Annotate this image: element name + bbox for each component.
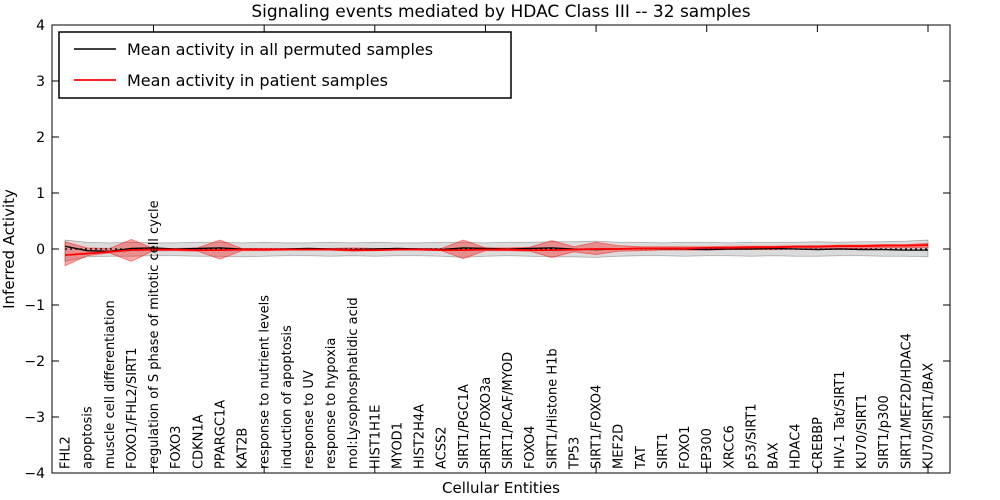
y-tick-label: −3 [24,410,45,426]
x-category-label: p53/SIRT1 [744,403,759,469]
x-category-label: FHL2 [59,436,74,469]
x-category-label: CREBBP [811,417,826,469]
x-category-label: response to hypoxia [324,338,339,469]
x-category-label: HDAC4 [789,423,804,469]
x-category-label: induction of apoptosis [280,325,295,469]
x-category-label: KU70/SIRT1 [855,394,870,469]
x-category-label: SIRT1 [656,433,671,469]
x-category-label: apoptosis [81,406,96,469]
x-axis-label: Cellular Entities [442,479,560,497]
x-category-label: HIST2H4A [413,404,428,469]
x-category-label: TAT [634,446,649,470]
x-category-label: HIST1H1E [368,405,383,469]
x-category-label: SIRT1/Histone H1b [545,348,560,469]
x-category-label: FOXO4 [523,426,538,469]
x-category-label: FOXO1 [678,426,693,469]
patient-mean-line [64,244,929,257]
y-tick-label: −4 [24,466,45,482]
x-category-label: response to nutrient levels [258,295,273,469]
y-tick-label: 1 [36,186,45,202]
x-category-label: XRCC6 [722,425,737,469]
y-tick-label: −1 [24,298,45,314]
x-category-label: SIRT1/p300 [877,395,892,469]
x-category-label: FOXO1/FHL2/SIRT1 [125,348,140,469]
chart-title: Signaling events mediated by HDAC Class … [251,2,750,22]
y-tick-label: 0 [36,242,45,258]
x-category-label: SIRT1/MEF2D/HDAC4 [899,333,914,469]
y-tick-label: 2 [36,130,45,146]
x-category-label: muscle cell differentiation [103,300,118,469]
x-category-label: FOXO3 [169,426,184,469]
x-category-label: ACSS2 [435,426,450,469]
x-category-label: CDKN1A [191,414,206,469]
x-category-label: KU70/SIRT1/BAX [922,363,937,469]
x-category-label: SIRT1/PGC1A [457,384,472,469]
x-category-label: PPARGC1A [213,400,228,469]
y-tick-label: −2 [24,354,45,370]
x-category-label: MEF2D [612,424,627,469]
x-category-label: MYOD1 [390,422,405,469]
x-category-label: BAX [767,442,782,469]
y-tick-label: 4 [36,18,45,34]
y-tick-label: 3 [36,74,45,90]
x-category-label: SIRT1/FOXO4 [590,385,605,469]
x-category-label: EP300 [700,428,715,469]
legend: Mean activity in all permuted samples Mea… [58,31,512,99]
legend-box [58,31,512,99]
x-category-label: response to UV [302,370,317,469]
x-category-label: HIV-1 Tat/SIRT1 [833,371,848,469]
legend-patient-label: Mean activity in patient samples [127,71,388,90]
x-category-label: mol:Lysophosphatidic acid [346,297,361,469]
x-category-label: SIRT1/FOXO3a [479,377,494,469]
y-axis-label: Inferred Activity [0,189,18,309]
x-category-label: TP53 [567,437,582,470]
x-category-label: regulation of S phase of mitotic cell cy… [147,200,162,469]
legend-permuted-label: Mean activity in all permuted samples [127,40,433,59]
x-category-label: SIRT1/PCAF/MYOD [501,352,516,469]
x-category-label: KAT2B [236,428,251,469]
